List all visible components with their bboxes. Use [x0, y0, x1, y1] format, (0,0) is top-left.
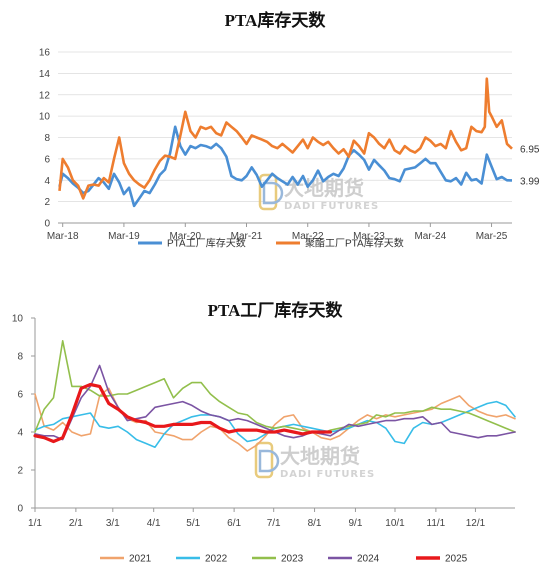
watermark-cn: 大地期货 [280, 444, 360, 468]
watermark-en: DADI FUTURES [280, 469, 375, 480]
chart2-title: PTA工厂库存天数 [208, 300, 344, 320]
chart2-xtick-label: 3/1 [106, 518, 120, 529]
chart2-legend-label-2024: 2024 [357, 554, 380, 565]
chart1-series-line-1 [58, 125, 513, 208]
chart2-xtick-label: 10/1 [385, 518, 405, 529]
chart2-xtick-label: 4/1 [147, 518, 161, 529]
chart1-series-line-2 [58, 77, 513, 200]
chart1-legend-label-1: PTA工厂库存天数 [167, 237, 246, 250]
chart1-xtick-label: Mar-20 [169, 231, 201, 242]
watermark-logo-icon [254, 441, 274, 479]
chart2-xtick-label: 5/1 [186, 518, 200, 529]
chart1-xtick-label: Mar-18 [47, 231, 79, 242]
chart2-legend-label-2022: 2022 [205, 554, 228, 565]
chart1-xtick-label: Mar-25 [476, 231, 508, 242]
chart1-end-label-pta: 3.99 [520, 176, 540, 187]
chart1-ytick-label: 6 [44, 154, 50, 165]
chart1-end-label-polyester: 6.95 [520, 145, 540, 156]
chart2-ytick-label: 8 [17, 352, 23, 363]
watermark-logo-mark-icon [262, 181, 284, 205]
chart1-xtick-label: Mar-19 [108, 231, 140, 242]
chart1-xtick-label: Mar-23 [353, 231, 385, 242]
chart2-series-line-2025 [33, 382, 332, 444]
chart2-xtick-label: 2/1 [69, 518, 83, 529]
chart2-xtick-label: 6/1 [227, 518, 241, 529]
chart2-ytick-label: 10 [12, 314, 24, 325]
chart2-xtick-label: 11/1 [427, 518, 446, 529]
chart-pta-inventory-days: PTA库存天数 0 2 4 6 8 10 12 14 16 Mar-18 Mar-19 Mar-20 Ma… [39, 10, 540, 250]
chart1-ytick-label: 4 [44, 176, 50, 187]
chart1-ytick-label: 12 [39, 90, 51, 101]
chart2-legend-label-2025: 2025 [445, 554, 468, 565]
chart2-series-line-2023 [34, 340, 516, 435]
chart1-xtick-label: Mar-22 [292, 231, 324, 242]
chart1-ytick-label: 8 [44, 133, 50, 144]
chart2-ytick-label: 0 [17, 504, 23, 515]
chart-pta-factory-inventory-days: PTA工厂库存天数 0 2 4 6 8 10 1/1 2/1 3/1 4/1 5/1 6/1 7/1 8/1… [12, 300, 516, 565]
chart1-ytick-label: 0 [44, 219, 50, 230]
chart1-xtick-label: Mar-24 [414, 231, 446, 242]
chart1-ytick-label: 2 [44, 197, 50, 208]
chart1-legend: PTA工厂库存天数 聚酯工厂PTA库存天数 [138, 237, 404, 250]
chart2-xtick-label: 9/1 [348, 518, 362, 529]
chart2-xtick-label: 7/1 [267, 518, 281, 529]
chart2-legend-label-2023: 2023 [281, 554, 304, 565]
chart2-ytick-label: 6 [17, 390, 23, 401]
chart2-ytick-label: 4 [17, 428, 23, 439]
chart1-legend-label-2: 聚酯工厂PTA库存天数 [305, 237, 404, 250]
watermark-logo-icon [258, 173, 278, 211]
chart2-ytick-label: 2 [17, 466, 23, 477]
chart2-legend-label-2021: 2021 [129, 554, 152, 565]
chart2-xtick-label: 12/1 [466, 518, 486, 529]
chart2-legend: 2021 2022 2023 2024 2025 [100, 554, 468, 565]
watermark-en: DADI FUTURES [284, 201, 379, 212]
chart2-xtick-label: 1/1 [28, 518, 42, 529]
chart1-ytick-label: 16 [39, 48, 51, 59]
chart1-xtick-label: Mar-21 [231, 231, 263, 242]
chart1-ytick-label: 10 [39, 112, 51, 123]
watermark-logo-mark-icon [258, 449, 280, 473]
chart2-xtick-label: 8/1 [308, 518, 322, 529]
chart1-ytick-label: 14 [39, 69, 51, 80]
chart1-title: PTA库存天数 [225, 10, 327, 30]
